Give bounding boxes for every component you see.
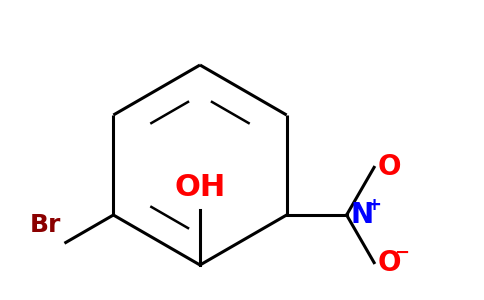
Text: +: +	[366, 196, 381, 214]
Text: O: O	[378, 153, 402, 182]
Text: OH: OH	[174, 173, 226, 202]
Text: N: N	[350, 201, 374, 229]
Text: O: O	[378, 249, 402, 277]
Text: −: −	[394, 244, 409, 262]
Text: Br: Br	[30, 214, 61, 238]
